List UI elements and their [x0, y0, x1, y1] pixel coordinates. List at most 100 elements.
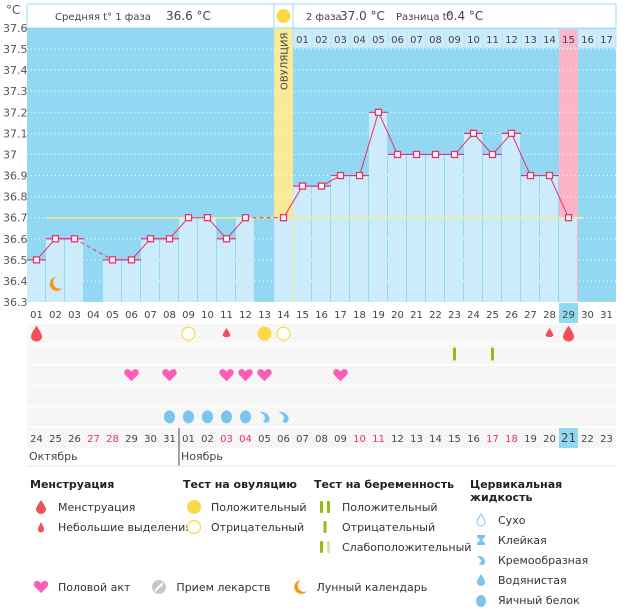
- y-tick-label: 37.3: [3, 85, 28, 98]
- today-date-bg: [559, 428, 578, 448]
- calendar-date-label: 09: [334, 434, 347, 445]
- legend-label: Половой акт: [58, 580, 131, 594]
- temperature-bar: [122, 259, 140, 302]
- intercourse-heart-icon: [162, 369, 177, 382]
- cycle-day-label: 23: [448, 310, 461, 321]
- legend-label: Положительный: [342, 500, 438, 514]
- temperature-point: [184, 214, 193, 222]
- y-tick-label: 36.9: [3, 170, 28, 183]
- phase2-day-label: 16: [581, 35, 594, 46]
- temperature-point: [393, 150, 402, 159]
- creamy-icon: [470, 553, 492, 567]
- calendar-date-label: 23: [600, 434, 613, 445]
- cycle-day-label: 14: [277, 310, 290, 321]
- legend-label: Прием лекарств: [176, 580, 271, 594]
- cycle-day-label: 01: [30, 310, 43, 321]
- phase2-day-label: 07: [410, 35, 423, 46]
- event-row-background: [27, 386, 616, 406]
- legend-label: Лунный календарь: [316, 580, 428, 594]
- temperature-bar: [331, 175, 349, 302]
- temperature-bar: [179, 217, 197, 302]
- legend-label: Небольшие выделения: [58, 520, 192, 534]
- cycle-day-label: 17: [334, 310, 347, 321]
- egg-white-fluid-icon: [221, 410, 232, 424]
- cycle-day-label: 20: [391, 310, 404, 321]
- intercourse-heart-icon: [238, 369, 253, 382]
- phase2-day-label: 03: [334, 35, 347, 46]
- y-tick-label: 37.4: [3, 64, 28, 77]
- intercourse-heart-icon: [333, 369, 348, 382]
- egg-white-fluid-icon: [183, 410, 194, 424]
- phase1-stats-box: [26, 3, 275, 29]
- legend-item: Отрицательный: [314, 517, 471, 537]
- cycle-day-label: 30: [581, 310, 594, 321]
- legend-item: Слабоположительный: [314, 537, 471, 557]
- temperature-point: [279, 214, 288, 222]
- temperature-point: [222, 235, 231, 243]
- dry-icon: [470, 513, 492, 527]
- temperature-bar: [160, 238, 178, 302]
- phase1-label: Средняя t° 1 фаза: [55, 12, 151, 23]
- legend-item: Водянистая: [470, 570, 626, 590]
- legend-item: Кремообразная: [470, 550, 626, 570]
- phase2-day-label: 15: [562, 35, 575, 46]
- moon-icon: [49, 276, 63, 291]
- cycle-day-label: 05: [106, 310, 119, 321]
- cycle-day-label: 10: [201, 310, 214, 321]
- heart-icon: [30, 580, 52, 594]
- temperature-bar: [103, 259, 121, 302]
- y-tick-label: 36.5: [3, 254, 28, 267]
- legend-label: Сухо: [498, 513, 526, 527]
- temperature-point: [108, 256, 117, 264]
- egg-white-fluid-icon: [240, 410, 251, 424]
- temperature-line-segment: [378, 112, 398, 155]
- watery-icon: [470, 573, 492, 587]
- spotting-drop-icon: [545, 328, 554, 338]
- cycle-day-label: 06: [125, 310, 138, 321]
- phase2-day-label: 05: [372, 35, 385, 46]
- diff-label: Разница t°: [396, 12, 452, 23]
- legend-item: Лунный календарь: [289, 579, 428, 595]
- cycle-day-label: 25: [486, 310, 499, 321]
- calendar-date-label: 17: [486, 434, 499, 445]
- calendar-date-label: 06: [277, 434, 290, 445]
- calendar-date-label: 10: [353, 434, 366, 445]
- legend-other: Половой акт Прием лекарств Лунный календ…: [30, 579, 445, 595]
- temperature-point: [431, 150, 440, 159]
- cycle-day-label: 09: [182, 310, 195, 321]
- phase2-day-label: 13: [524, 35, 537, 46]
- cycle-day-label: 28: [543, 310, 556, 321]
- cycle-day-label: 19: [372, 310, 385, 321]
- temperature-point: [469, 129, 478, 138]
- phase1-value: 36.6 °C: [166, 9, 211, 23]
- temperature-bar: [388, 154, 406, 302]
- legend-label: Водянистая: [498, 573, 567, 587]
- temperature-point: [374, 108, 383, 116]
- temperature-point: [241, 214, 250, 222]
- phase2-day-label: 06: [391, 35, 404, 46]
- cycle-day-label: 29: [562, 310, 575, 321]
- legend-item: Менструация: [30, 497, 192, 517]
- y-tick-label: 36.3: [3, 296, 28, 309]
- legend-label: Менструация: [58, 500, 136, 514]
- y-tick-label: 37: [3, 148, 17, 161]
- phase2-day-label: 01: [296, 35, 309, 46]
- temperature-bar: [217, 238, 235, 302]
- legend-label: Положительный: [211, 500, 307, 514]
- temperature-line-segment: [359, 112, 379, 176]
- phase2-day-label: 09: [448, 35, 461, 46]
- cycle-day-label: 02: [49, 310, 62, 321]
- calendar-date-label: 30: [144, 434, 157, 445]
- temperature-point: [146, 235, 155, 243]
- legend-item: Сухо: [470, 510, 626, 530]
- calendar-date-label: 13: [410, 434, 423, 445]
- temperature-bar: [426, 154, 444, 302]
- temperature-bar: [540, 175, 558, 302]
- phase2-day-label: 02: [315, 35, 328, 46]
- event-row-background: [27, 407, 616, 427]
- calendar-row-background: [27, 428, 616, 448]
- legend-label: Яичный белок: [498, 593, 580, 607]
- legend-label: Кремообразная: [498, 553, 589, 567]
- legend-ovulation-test: Тест на овуляцию Положительный Отрицател…: [183, 478, 307, 537]
